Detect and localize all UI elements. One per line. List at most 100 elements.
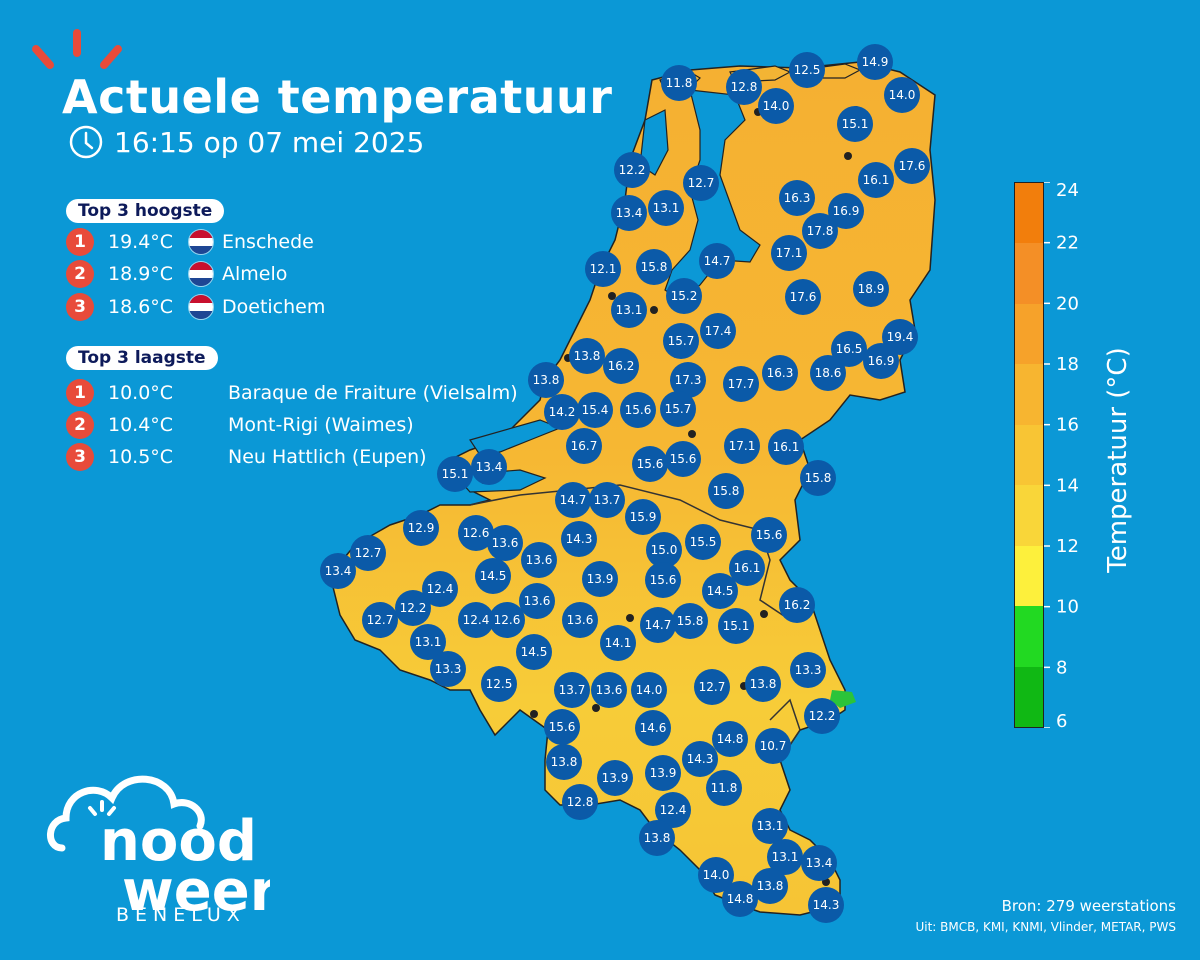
station-temp-label: 14.8 <box>727 892 754 906</box>
station-temp-label: 15.6 <box>650 573 677 587</box>
station-temp-label: 16.1 <box>734 561 761 575</box>
station-dot <box>475 558 511 594</box>
station-dot <box>620 392 656 428</box>
colorbar <box>1014 182 1044 728</box>
station-temp-label: 15.5 <box>690 535 717 549</box>
station-marker: 12.8 <box>562 784 598 820</box>
station-marker: 11.8 <box>661 65 697 101</box>
station-temp-label: 16.3 <box>784 191 811 205</box>
rank-station-name: Baraque de Fraiture (Vielsalm) <box>228 382 518 404</box>
station-marker: 13.1 <box>410 624 446 660</box>
station-temp-label: 12.7 <box>688 176 715 190</box>
station-marker: 16.1 <box>768 429 804 465</box>
station-marker: 13.8 <box>569 338 605 374</box>
station-marker: 14.3 <box>561 521 597 557</box>
colorbar-tick-label: 10 <box>1056 597 1079 618</box>
station-dot <box>639 820 675 856</box>
station-marker: 16.3 <box>762 355 798 391</box>
station-temp-label: 13.7 <box>594 493 621 507</box>
station-dot <box>762 355 798 391</box>
colorbar-tick-label: 6 <box>1056 711 1067 728</box>
station-marker: 16.1 <box>729 550 765 586</box>
station-marker: 14.9 <box>857 44 893 80</box>
station-dot <box>882 319 918 355</box>
station-temp-label: 15.6 <box>756 528 783 542</box>
station-temp-label: 13.8 <box>533 373 560 387</box>
station-temp-label: 15.1 <box>442 467 469 481</box>
station-temp-label: 13.9 <box>650 766 677 780</box>
station-marker: 14.2 <box>544 394 580 430</box>
station-temp-label: 15.1 <box>842 117 869 131</box>
station-marker: 12.6 <box>458 515 494 551</box>
station-marker: 12.2 <box>395 590 431 626</box>
station-marker: 11.8 <box>706 770 742 806</box>
station-dot <box>611 195 647 231</box>
station-dot <box>430 651 466 687</box>
station-temp-label: 13.4 <box>806 856 833 870</box>
station-dot <box>729 550 765 586</box>
station-temp-label: 14.6 <box>640 721 667 735</box>
station-dot <box>589 482 625 518</box>
station-temp-label: 15.6 <box>625 403 652 417</box>
station-marker: 14.0 <box>631 672 667 708</box>
station-dot <box>635 710 671 746</box>
station-dot <box>771 235 807 271</box>
station-dot <box>785 279 821 315</box>
station-temp-label: 14.7 <box>560 493 587 507</box>
top-highest-item: 2 18.9°C Almelo <box>66 259 287 289</box>
station-dot <box>751 517 787 553</box>
station-temp-label: 14.9 <box>862 55 889 69</box>
svg-text:nood: nood <box>100 809 257 874</box>
station-temp-label: 14.0 <box>763 99 790 113</box>
station-temp-label: 12.7 <box>355 546 382 560</box>
station-temp-label: 16.1 <box>863 173 890 187</box>
station-marker: 14.7 <box>555 482 591 518</box>
station-temp-label: 13.3 <box>435 662 462 676</box>
top-highest-item: 1 19.4°C Enschede <box>66 227 314 257</box>
station-marker: 13.8 <box>752 868 788 904</box>
station-temp-label: 16.5 <box>836 342 863 356</box>
station-dot <box>831 331 867 367</box>
station-temp-label: 17.6 <box>899 159 926 173</box>
station-temp-label: 17.4 <box>705 324 732 338</box>
station-temp-label: 13.6 <box>567 613 594 627</box>
station-marker: 13.6 <box>487 525 523 561</box>
station-dot <box>702 573 738 609</box>
station-temp-label: 12.5 <box>794 63 821 77</box>
station-dot <box>487 525 523 561</box>
station-temp-label: 12.7 <box>367 613 394 627</box>
station-marker: 15.8 <box>800 460 836 496</box>
source-text: Bron: 279 weerstations <box>1001 897 1176 915</box>
station-dot <box>481 666 517 702</box>
station-temp-label: 13.8 <box>644 831 671 845</box>
station-marker: 16.9 <box>863 343 899 379</box>
colorbar-tick-label: 16 <box>1056 415 1079 436</box>
station-temp-label: 13.9 <box>587 572 614 586</box>
rank-badge: 1 <box>66 379 94 407</box>
station-temp-label: 12.6 <box>463 526 490 540</box>
station-marker: 12.7 <box>362 602 398 638</box>
station-marker: 17.1 <box>771 235 807 271</box>
station-dot <box>698 857 734 893</box>
station-temp-label: 12.2 <box>809 709 836 723</box>
station-dot <box>636 249 672 285</box>
station-temp-label: 15.8 <box>805 471 832 485</box>
station-marker: 12.4 <box>458 602 494 638</box>
station-marker: 10.7 <box>755 728 791 764</box>
station-marker: 12.5 <box>789 52 825 88</box>
station-dot <box>853 271 889 307</box>
station-dot <box>894 148 930 184</box>
station-marker: 12.4 <box>655 792 691 828</box>
station-marker: 14.0 <box>698 857 734 893</box>
station-dot <box>600 625 636 661</box>
station-marker: 18.9 <box>853 271 889 307</box>
station-dot <box>582 561 618 597</box>
station-temp-label: 15.8 <box>677 614 704 628</box>
station-dot <box>699 243 735 279</box>
station-dot <box>519 583 555 619</box>
rank-station-name: Mont-Rigi (Waimes) <box>228 414 414 436</box>
station-marker: 15.5 <box>685 524 721 560</box>
station-temp-label: 15.0 <box>651 543 678 557</box>
station-marker: 13.4 <box>320 553 356 589</box>
station-dot <box>670 362 706 398</box>
